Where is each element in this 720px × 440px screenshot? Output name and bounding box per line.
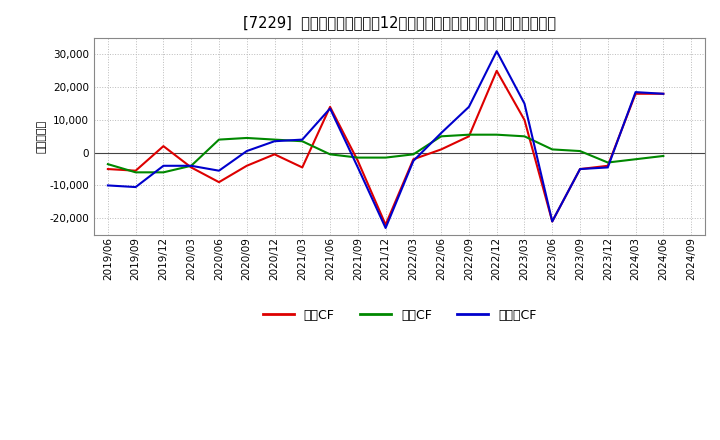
Title: [7229]  キャッシュフローの12か月移動合計の対前年同期増減額の推移: [7229] キャッシュフローの12か月移動合計の対前年同期増減額の推移 — [243, 15, 556, 30]
投資CF — [520, 134, 528, 139]
投資CF — [131, 170, 140, 175]
投資CF — [492, 132, 501, 137]
営業CF — [270, 152, 279, 157]
営業CF — [631, 91, 640, 96]
Line: 営業CF: 営業CF — [108, 71, 663, 225]
投資CF — [409, 152, 418, 157]
フリーCF — [382, 225, 390, 231]
営業CF — [409, 157, 418, 162]
営業CF — [464, 134, 473, 139]
フリーCF — [243, 148, 251, 154]
営業CF — [325, 104, 334, 110]
営業CF — [548, 219, 557, 224]
投資CF — [104, 161, 112, 167]
営業CF — [603, 163, 612, 169]
投資CF — [159, 170, 168, 175]
フリーCF — [298, 137, 307, 142]
フリーCF — [187, 163, 196, 169]
営業CF — [354, 158, 362, 164]
フリーCF — [104, 183, 112, 188]
フリーCF — [492, 48, 501, 54]
投資CF — [576, 148, 585, 154]
フリーCF — [215, 168, 223, 173]
投資CF — [187, 163, 196, 169]
フリーCF — [325, 106, 334, 111]
営業CF — [382, 222, 390, 227]
営業CF — [131, 168, 140, 173]
営業CF — [520, 117, 528, 123]
投資CF — [243, 136, 251, 141]
営業CF — [437, 147, 446, 152]
フリーCF — [409, 158, 418, 164]
Line: 投資CF: 投資CF — [108, 135, 663, 172]
投資CF — [548, 147, 557, 152]
投資CF — [603, 160, 612, 165]
営業CF — [104, 166, 112, 172]
営業CF — [492, 68, 501, 73]
投資CF — [298, 139, 307, 144]
フリーCF — [603, 165, 612, 170]
投資CF — [437, 134, 446, 139]
フリーCF — [354, 165, 362, 170]
Line: フリーCF: フリーCF — [108, 51, 663, 228]
投資CF — [215, 137, 223, 142]
フリーCF — [548, 219, 557, 224]
投資CF — [464, 132, 473, 137]
営業CF — [187, 165, 196, 170]
フリーCF — [270, 139, 279, 144]
営業CF — [298, 165, 307, 170]
フリーCF — [437, 130, 446, 136]
フリーCF — [631, 89, 640, 95]
フリーCF — [659, 91, 667, 96]
投資CF — [631, 157, 640, 162]
営業CF — [243, 163, 251, 169]
営業CF — [159, 143, 168, 149]
投資CF — [270, 137, 279, 142]
投資CF — [659, 153, 667, 158]
投資CF — [354, 155, 362, 160]
Legend: 営業CF, 投資CF, フリーCF: 営業CF, 投資CF, フリーCF — [258, 304, 541, 326]
営業CF — [576, 166, 585, 172]
営業CF — [215, 180, 223, 185]
フリーCF — [131, 184, 140, 190]
フリーCF — [159, 163, 168, 169]
フリーCF — [576, 166, 585, 172]
フリーCF — [520, 101, 528, 106]
投資CF — [325, 152, 334, 157]
Y-axis label: （百万円）: （百万円） — [37, 120, 47, 153]
投資CF — [382, 155, 390, 160]
営業CF — [659, 91, 667, 96]
フリーCF — [464, 104, 473, 110]
